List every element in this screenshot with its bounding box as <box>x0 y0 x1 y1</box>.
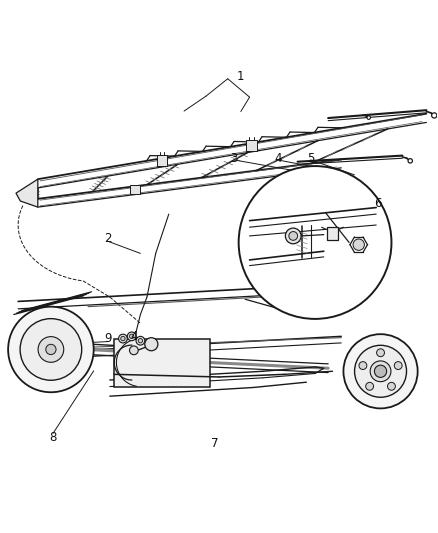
Circle shape <box>138 338 143 343</box>
Text: 9: 9 <box>104 332 111 345</box>
Circle shape <box>370 361 391 382</box>
Circle shape <box>366 382 374 390</box>
Circle shape <box>136 336 145 345</box>
Circle shape <box>394 361 402 369</box>
Circle shape <box>359 361 367 369</box>
Circle shape <box>119 334 127 343</box>
Circle shape <box>130 334 134 338</box>
Polygon shape <box>327 227 338 240</box>
Bar <box>246 140 257 151</box>
Circle shape <box>367 116 371 119</box>
Text: 5: 5 <box>307 152 314 165</box>
Circle shape <box>289 231 297 240</box>
Circle shape <box>343 334 418 408</box>
Circle shape <box>377 349 385 357</box>
Circle shape <box>388 382 396 390</box>
Text: 1: 1 <box>237 70 244 83</box>
Text: 4: 4 <box>274 152 282 165</box>
Circle shape <box>239 166 392 319</box>
Text: 8: 8 <box>49 431 57 444</box>
Bar <box>157 155 167 166</box>
Circle shape <box>121 336 125 341</box>
Circle shape <box>46 344 56 354</box>
Bar <box>114 338 210 386</box>
Circle shape <box>286 228 301 244</box>
Text: 3: 3 <box>230 152 238 165</box>
Circle shape <box>38 337 64 362</box>
Circle shape <box>130 346 138 354</box>
Circle shape <box>145 338 158 351</box>
Circle shape <box>127 332 136 341</box>
Circle shape <box>431 113 437 118</box>
Text: 6: 6 <box>374 197 382 209</box>
Circle shape <box>374 365 387 377</box>
Text: 2: 2 <box>104 232 111 245</box>
Polygon shape <box>16 179 38 207</box>
Text: 7: 7 <box>211 437 219 450</box>
Circle shape <box>355 345 406 397</box>
Bar <box>130 184 140 194</box>
Circle shape <box>20 319 82 380</box>
Circle shape <box>8 306 94 392</box>
Circle shape <box>408 159 413 163</box>
Circle shape <box>353 239 364 251</box>
Text: 4: 4 <box>130 330 138 343</box>
